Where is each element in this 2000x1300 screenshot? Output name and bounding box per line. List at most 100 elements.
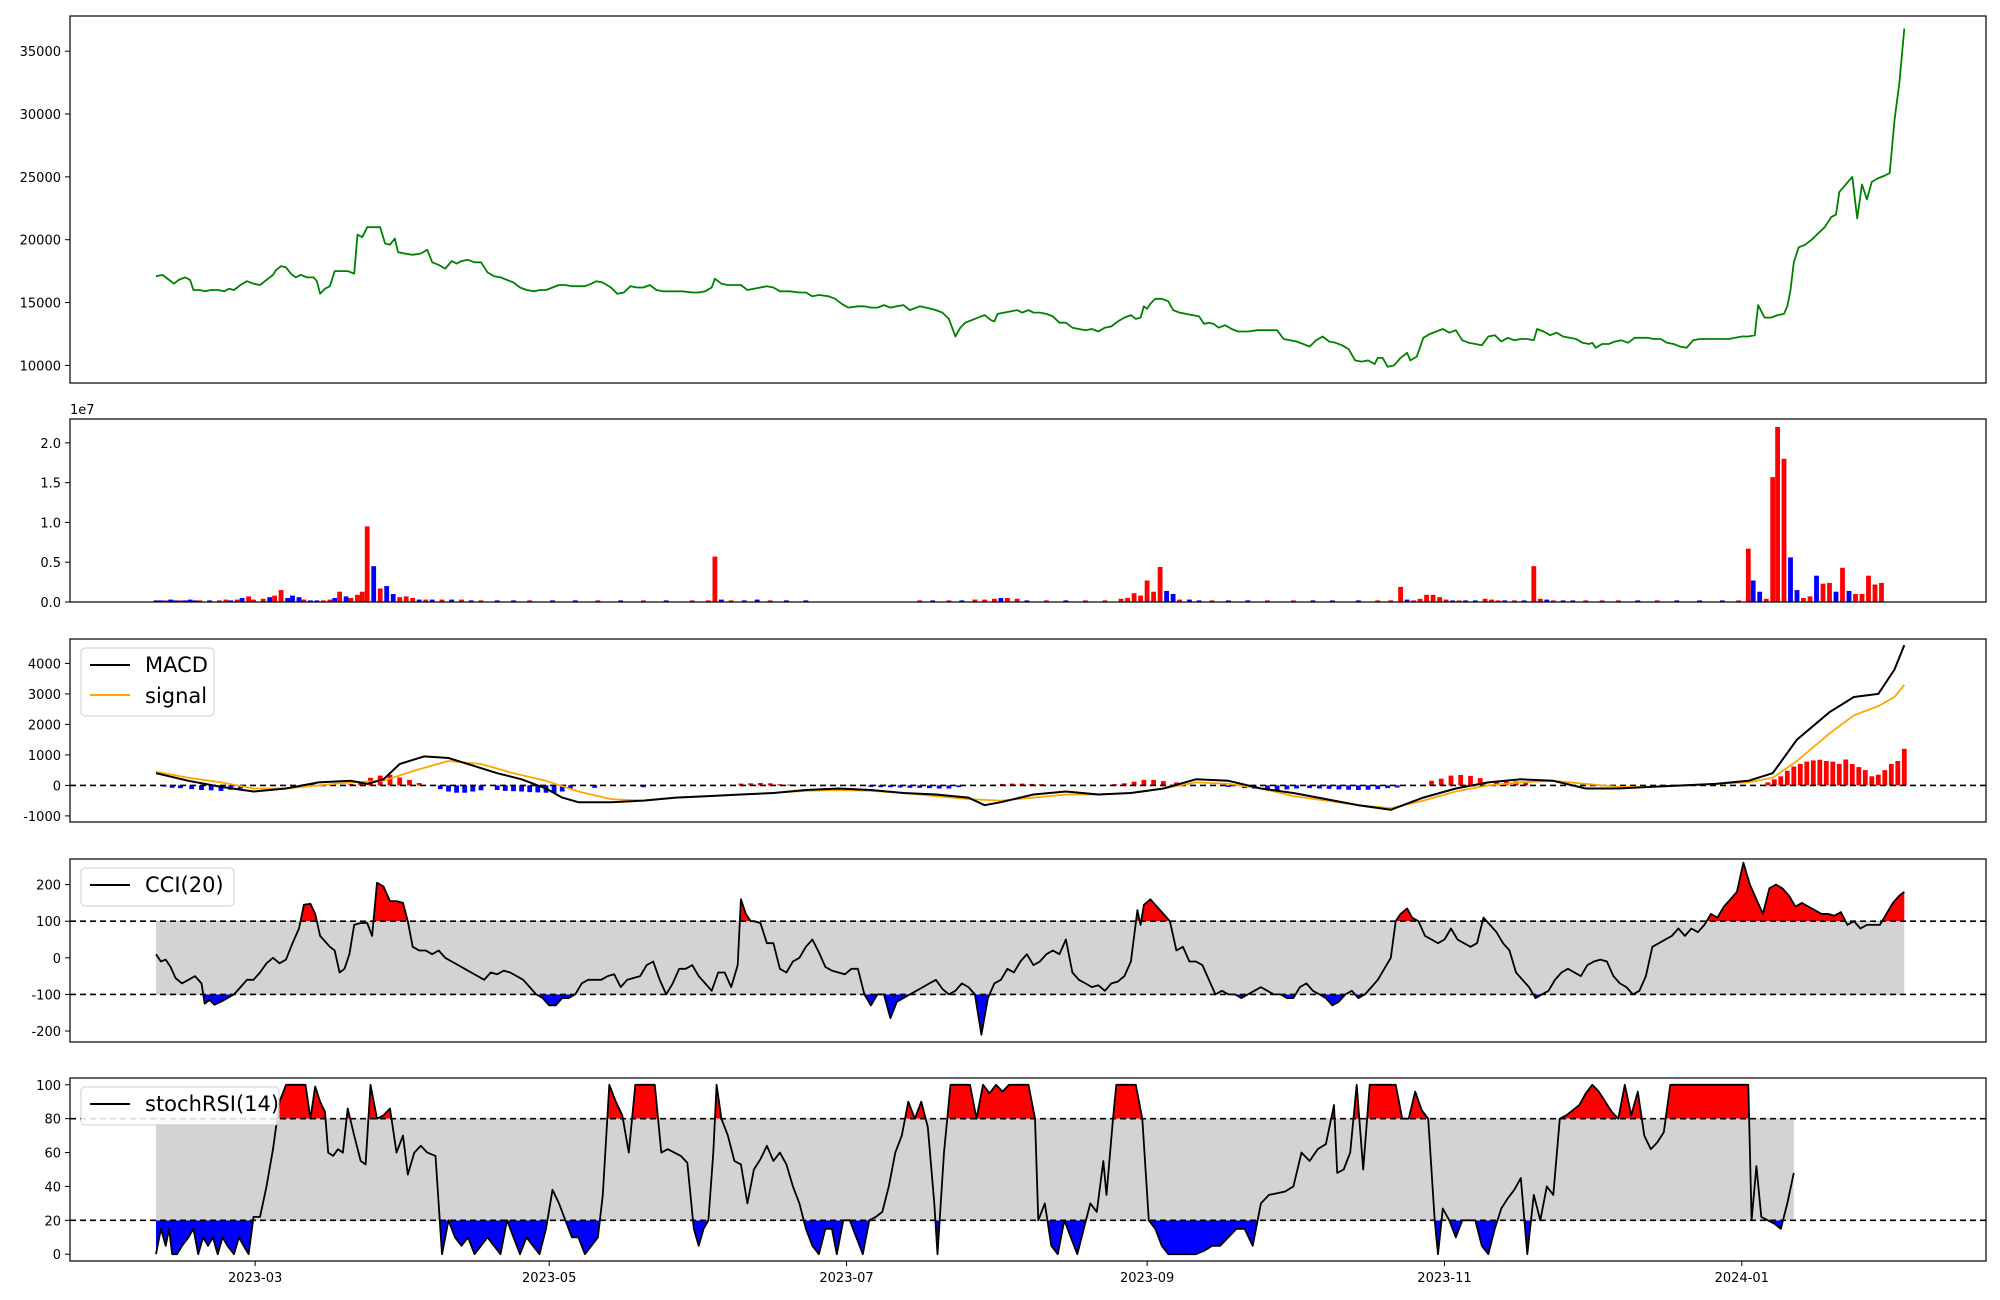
volume-bar (1750, 580, 1756, 602)
volume-bar (1417, 598, 1423, 602)
volume-bar (595, 600, 601, 602)
y-tick-label: 25000 (20, 171, 61, 186)
volume-bar (728, 600, 734, 602)
volume-bar (192, 600, 198, 602)
y-tick-label: 100 (36, 915, 61, 930)
y-tick-label: 10000 (20, 359, 61, 374)
volume-bar (246, 596, 251, 602)
y-tick-label: 35000 (20, 45, 61, 60)
volume-bar (1209, 600, 1215, 602)
volume-bar (992, 598, 997, 602)
macd-histogram-bar (1265, 785, 1270, 790)
macd-histogram-bar (1468, 775, 1473, 786)
volume-bar (1226, 600, 1231, 602)
volume-bar (784, 600, 789, 602)
volume-bar (1531, 566, 1537, 602)
macd-histogram-bar (218, 785, 224, 791)
x-tick-label: 2024-01 (1715, 1271, 1769, 1286)
macd-histogram-bar (956, 785, 962, 788)
volume-bar (754, 599, 760, 602)
volume-bar (1430, 594, 1436, 602)
volume-bar (1827, 582, 1832, 602)
volume-bar (1463, 600, 1468, 602)
macd-histogram-bar (1019, 783, 1025, 786)
volume-bar (260, 598, 266, 602)
volume-bar (1245, 600, 1251, 602)
cci-neutral-band (156, 921, 1905, 995)
volume-bar (239, 598, 245, 602)
volume-bar (355, 594, 360, 602)
volume-bar (285, 598, 290, 602)
signal-legend-label: signal (145, 684, 207, 708)
volume-bar (1187, 599, 1192, 602)
y-tick-label: -100 (31, 988, 61, 1003)
volume-bar (972, 599, 978, 602)
volume-bar (468, 600, 474, 602)
volume-bar (1859, 594, 1865, 602)
volume-bar (1537, 598, 1543, 602)
macd-histogram-bar (897, 785, 903, 788)
macd-histogram-bar (169, 785, 175, 788)
volume-bar (1125, 598, 1130, 602)
macd-histogram-bar (1317, 785, 1322, 789)
macd-histogram-bar (1458, 775, 1464, 786)
y-tick-label: 20000 (20, 234, 61, 249)
stochrsi-plot-area (70, 1083, 1986, 1256)
stochrsi-frame (69, 1077, 1987, 1262)
volume-bar (197, 600, 203, 602)
macd-histogram-bar (1869, 776, 1875, 786)
volume-bar (1770, 477, 1776, 602)
volume-bar (1472, 600, 1478, 602)
volume-bar (364, 526, 370, 602)
volume-bar (1511, 600, 1517, 602)
price-frame (69, 15, 1987, 384)
volume-bar (410, 598, 416, 602)
macd-histogram-bar (551, 785, 557, 793)
volume-bar (946, 600, 952, 602)
volume-bar (234, 599, 240, 602)
volume-bar (397, 597, 403, 602)
x-tick-label: 2023-05 (522, 1271, 576, 1286)
volume-bar (930, 600, 936, 602)
macd-histogram-bar (446, 785, 451, 792)
volume-bar (327, 599, 333, 602)
cci-line (155, 861, 1905, 1036)
volume-bar (153, 600, 159, 602)
volume-bar (1265, 600, 1270, 602)
macd-histogram-bar (1830, 761, 1836, 786)
volume-bar (706, 600, 711, 602)
volume-bar (998, 598, 1004, 602)
volume-bar (1757, 591, 1763, 602)
volume-bar (429, 599, 435, 602)
macd-histogram-bar (592, 785, 598, 788)
macd-histogram-bar (1494, 780, 1499, 786)
y-tick-label: 1.0 (40, 516, 61, 531)
price-line (155, 28, 1906, 368)
cci-legend-box (80, 867, 235, 907)
volume-bar (207, 600, 212, 602)
stochrsi-overbought-fill (277, 1084, 1750, 1119)
volume-bar (278, 590, 284, 602)
volume-bar (1404, 599, 1410, 602)
volume-bar (290, 595, 295, 602)
volume-bar (1719, 600, 1725, 602)
volume-bar (1138, 595, 1143, 602)
x-tick-label: 2023-03 (228, 1271, 282, 1286)
macd-histogram-bar (1875, 774, 1881, 786)
volume-bar (1833, 591, 1839, 602)
x-tick-label: 2023-09 (1120, 1271, 1174, 1286)
macd-histogram-bar (1882, 770, 1888, 786)
stochrsi-legend-label: stochRSI(14) (145, 1092, 279, 1116)
volume-bar (301, 599, 307, 602)
volume-bar (1544, 599, 1550, 602)
y-tick-label: 4000 (28, 657, 61, 672)
volume-bar (1310, 600, 1316, 602)
volume-bar (1866, 575, 1871, 602)
volume-bar (439, 599, 445, 602)
y-tick-label: 0 (53, 1248, 61, 1263)
macd-histogram-bar (1161, 781, 1166, 786)
macd-y-axis: -1000 0 1000 2000 3000 4000 (23, 657, 70, 825)
volume-bar (403, 596, 409, 602)
macd-histogram-bar (917, 785, 923, 788)
stochrsi-line (155, 1083, 1795, 1256)
